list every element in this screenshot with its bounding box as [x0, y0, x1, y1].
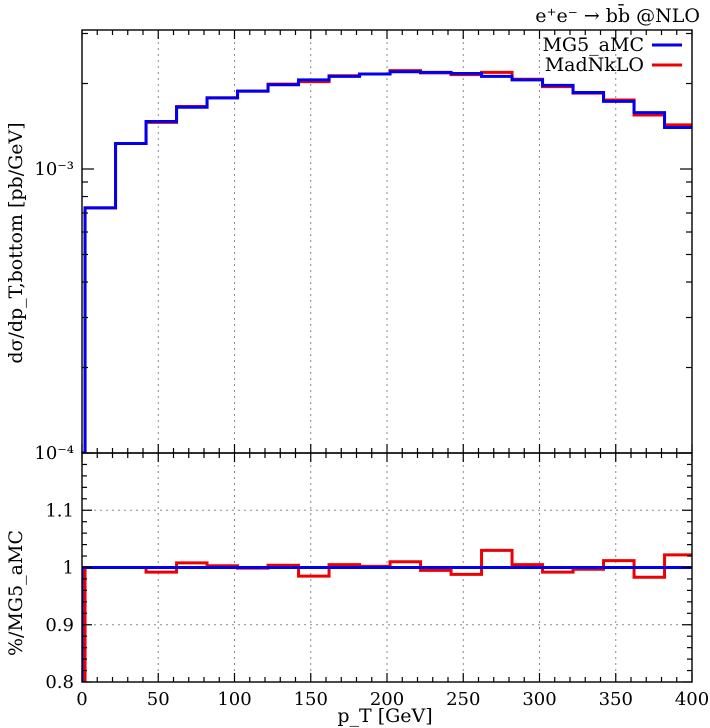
x-tick-label: 100 [217, 689, 251, 710]
x-tick-label: 250 [446, 689, 480, 710]
ratio-y-tick-label: 1 [63, 558, 74, 579]
ratio-series-mg5-amc [82, 566, 692, 682]
x-tick-label: 50 [147, 689, 170, 710]
legend-label-mg5-amc: MG5_aMC [542, 34, 644, 56]
x-tick-label: 300 [522, 689, 556, 710]
ratio-y-tick-label: 0.9 [45, 615, 74, 636]
x-tick-label: 0 [76, 689, 87, 710]
legend-label-madnklo: MadNkLO [545, 54, 644, 76]
ratio-y-axis-label: %/MG5_aMC [5, 530, 27, 656]
chart-marks: 0 50 100 150 200 250 300 350 400 10⁻⁴ 10⁻³ 0.8 0.9 1 1… [34, 29, 709, 710]
chart-title: e⁺e⁻ → bb̄ @NLO [535, 3, 700, 27]
x-tick-label: 400 [675, 689, 709, 710]
main-y-tick-label: 10⁻³ [34, 159, 74, 180]
ratio-y-tick-label: 0.8 [45, 672, 74, 693]
legend: MG5_aMC MadNkLO [542, 34, 682, 76]
ratio-y-tick-label: 1.1 [45, 500, 74, 521]
main-y-axis-label: dσ/dp_T,bottom [pb/GeV] [5, 122, 27, 363]
x-tick-label: 150 [294, 689, 328, 710]
main-y-tick-label: 10⁻⁴ [34, 443, 74, 464]
main-series-mg5-amc [82, 70, 692, 453]
x-axis-label: p_T [GeV] [337, 705, 432, 727]
x-tick-label: 200 [370, 689, 404, 710]
x-tick-label: 350 [599, 689, 633, 710]
